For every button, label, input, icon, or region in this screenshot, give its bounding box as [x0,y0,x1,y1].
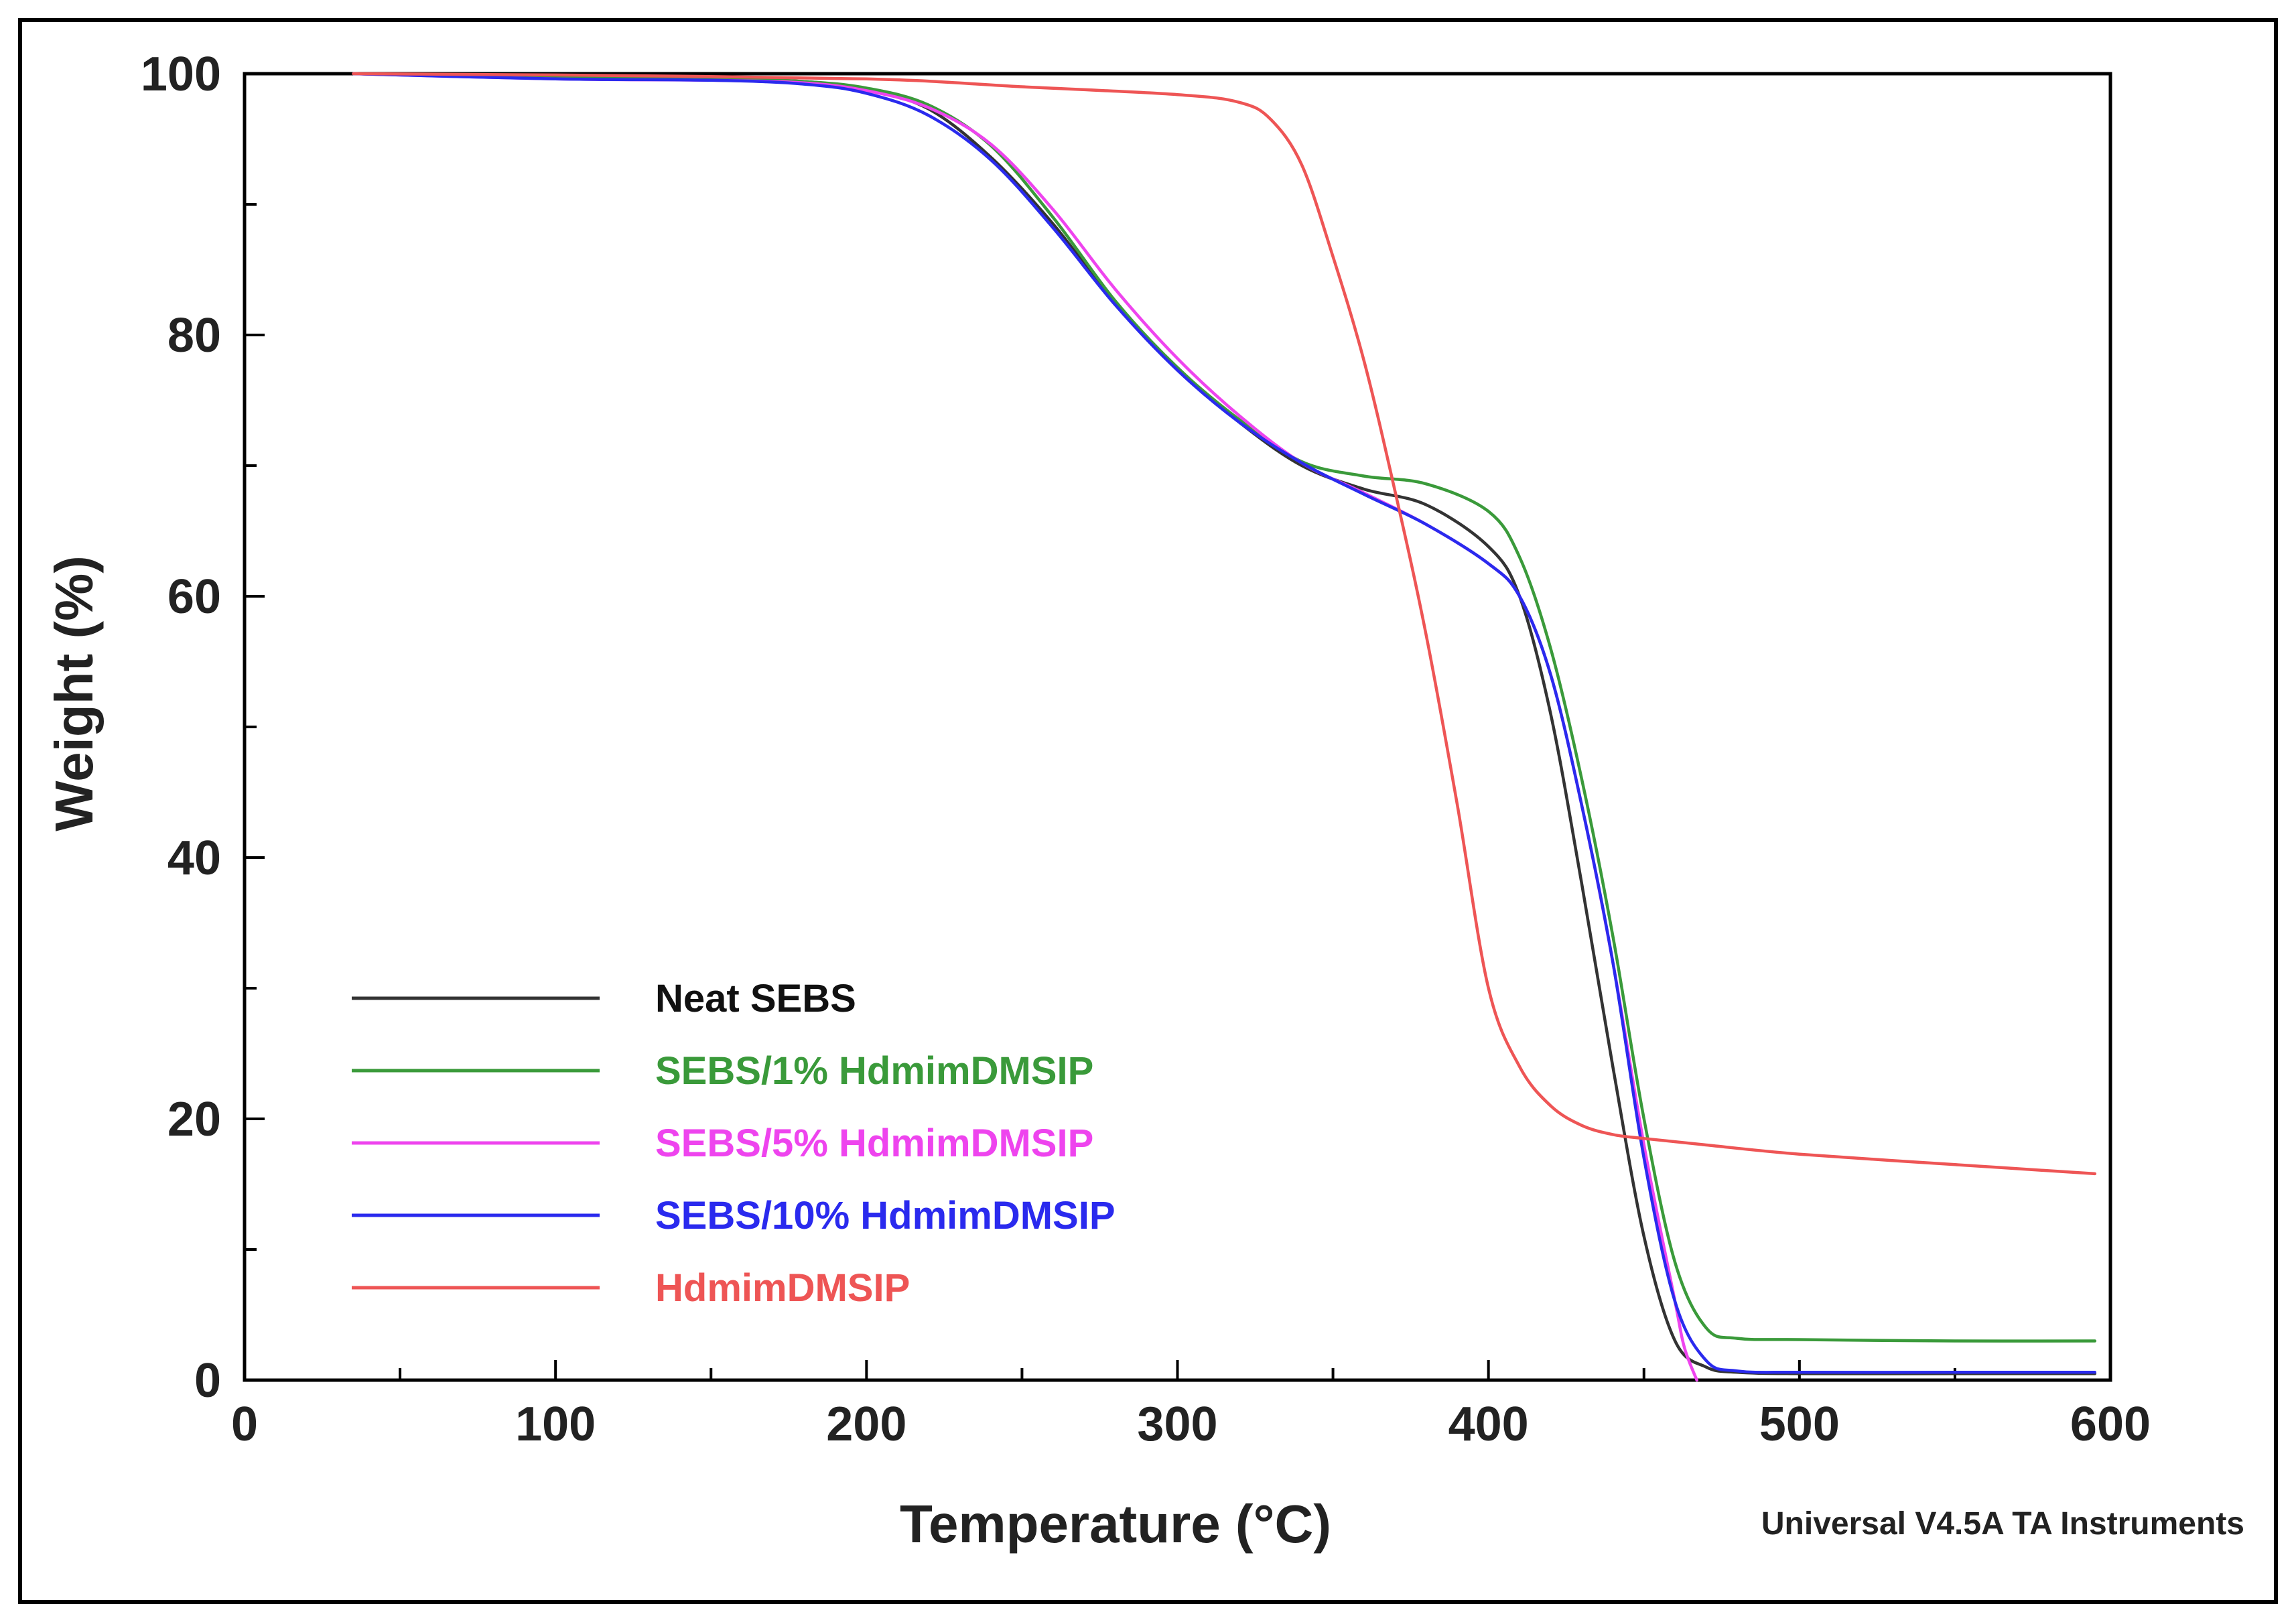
x-tick-label: 300 [1137,1398,1217,1451]
y-tick-label: 60 [167,570,221,624]
x-axis-title: Temperature (°C) [900,1494,1331,1554]
figure-frame [18,18,2278,1604]
x-tick-label: 400 [1448,1398,1529,1451]
y-axis-title: Weight (%) [44,555,104,831]
legend-label-sebs-1-hdmimdmsip: SEBS/1% HdmimDMSIP [655,1049,1093,1093]
x-tick-label: 100 [515,1398,596,1451]
y-tick-label: 80 [167,309,221,362]
x-tick-label: 500 [1759,1398,1840,1451]
series-line-sebs-1-hdmimdmsip [352,72,2097,1343]
y-tick-label: 40 [167,831,221,885]
software-credit: Universal V4.5A TA Instruments [1761,1506,2244,1542]
x-axis-tick-labels: 0 100 200 300 400 500 600 [231,1398,2151,1451]
y-tick-label: 100 [141,48,221,101]
series-line-sebs-10-hdmimdmsip [352,72,2097,1374]
x-axis-ticks [243,1360,2112,1380]
data-series [352,72,2097,1382]
series-line-hdmimdmsip [352,72,2097,1176]
y-axis-ticks [245,72,265,1381]
legend-label-hdmimdmsip: HdmimDMSIP [655,1266,910,1310]
x-tick-label: 600 [2070,1398,2151,1451]
plot-area [243,72,2112,1382]
y-axis-tick-labels: 0 20 40 60 80 100 [141,48,221,1408]
legend-label-sebs-5-hdmimdmsip: SEBS/5% HdmimDMSIP [655,1122,1093,1165]
legend-label-sebs-10-hdmimdmsip: SEBS/10% HdmimDMSIP [655,1194,1116,1237]
legend-label-neat-sebs: Neat SEBS [655,977,856,1020]
y-tick-label: 0 [194,1354,221,1408]
y-tick-label: 20 [167,1093,221,1146]
x-tick-label: 0 [231,1398,258,1451]
legend: Neat SEBS SEBS/1% HdmimDMSIP SEBS/5% Hdmim… [352,977,1116,1310]
x-tick-label: 200 [826,1398,906,1451]
